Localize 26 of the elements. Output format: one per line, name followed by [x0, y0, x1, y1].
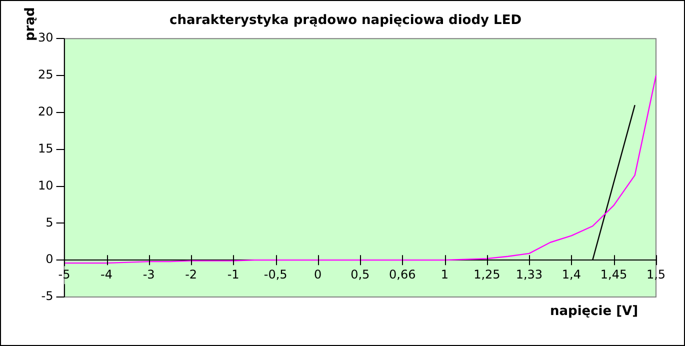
x-tick-label: 0,5: [350, 267, 370, 282]
x-tick-label: -4: [100, 267, 113, 282]
chart-title: charakterystyka prądowo napięciowa diody LED: [169, 13, 522, 28]
y-tick-label: 5: [46, 215, 54, 230]
x-tick-label: 1,45: [600, 267, 628, 282]
x-tick-label: -1: [227, 267, 240, 282]
x-tick-label: 1,5: [646, 267, 666, 282]
x-tick-label: 1: [440, 267, 448, 282]
y-tick-label: 30: [38, 30, 54, 45]
x-tick-label: 1,4: [562, 267, 582, 282]
y-axis-title: prąd: [23, 7, 38, 41]
x-tick-label: -3: [142, 267, 155, 282]
y-tick-label: 0: [46, 252, 54, 266]
x-axis-title: napięcie [V]: [550, 304, 638, 319]
y-tick-label: -5: [41, 289, 54, 304]
x-tick-label: 0: [314, 267, 322, 282]
y-tick-label: 10: [38, 178, 54, 192]
y-tick-label: 20: [38, 104, 54, 119]
x-tick-label: 1,33: [516, 267, 543, 282]
x-tick-label: -2: [185, 267, 198, 282]
y-tick-label: 25: [38, 68, 54, 82]
x-tick-label: -0,5: [264, 267, 288, 282]
x-tick-label: -5: [58, 267, 70, 282]
y-tick-label: 15: [38, 141, 54, 156]
x-tick-label: 0,66: [389, 267, 416, 282]
x-tick-label: 1,25: [474, 267, 500, 282]
